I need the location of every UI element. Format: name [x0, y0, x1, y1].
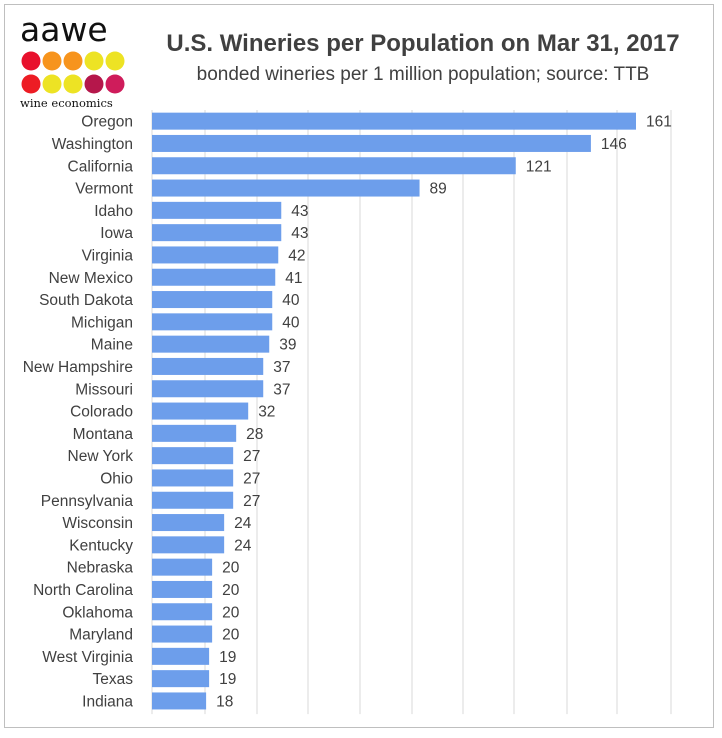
- data-label: 20: [222, 582, 240, 599]
- logo-dot: [105, 74, 125, 94]
- bar: [152, 670, 210, 688]
- bar: [152, 625, 213, 643]
- bar: [152, 536, 225, 554]
- bar: [152, 201, 282, 219]
- category-label: Kentucky: [69, 537, 133, 554]
- bar: [152, 447, 234, 465]
- bar: [152, 268, 276, 286]
- data-label: 41: [285, 270, 302, 287]
- category-label: Oklahoma: [62, 604, 133, 621]
- category-label: Washington: [52, 136, 133, 153]
- bar: [152, 647, 210, 665]
- data-label: 121: [526, 158, 552, 175]
- category-label: North Carolina: [33, 582, 133, 599]
- data-label: 27: [243, 493, 260, 510]
- data-label: 37: [273, 381, 290, 398]
- category-label: Maryland: [69, 627, 133, 644]
- category-label: Ohio: [100, 470, 133, 487]
- data-label: 40: [282, 314, 300, 331]
- data-label: 42: [288, 247, 305, 264]
- aawe-logo: aawe wine economics: [18, 12, 130, 112]
- data-label: 20: [222, 560, 240, 577]
- bar: [152, 134, 591, 152]
- bar: [152, 424, 237, 442]
- data-label: 43: [291, 203, 308, 220]
- data-label: 146: [601, 136, 627, 153]
- data-label: 19: [219, 671, 236, 688]
- data-label: 43: [291, 225, 308, 242]
- logo-dot: [63, 51, 83, 71]
- category-label: Virginia: [82, 247, 134, 264]
- bar: [152, 357, 264, 375]
- category-label: South Dakota: [39, 292, 133, 309]
- logo-dot: [63, 74, 83, 94]
- category-label: Colorado: [70, 404, 133, 421]
- bar: [152, 157, 516, 175]
- category-label: Pennsylvania: [41, 493, 134, 510]
- logo-dot: [21, 51, 41, 71]
- bar: [152, 603, 213, 621]
- category-label: Vermont: [75, 181, 133, 198]
- logo-dot: [84, 74, 104, 94]
- chart-subtitle: bonded wineries per 1 million population…: [196, 64, 650, 85]
- bar: [152, 112, 636, 130]
- logo-dot: [84, 51, 104, 71]
- data-label: 18: [216, 693, 233, 710]
- bar: [152, 469, 234, 487]
- category-label: California: [68, 158, 134, 175]
- category-label: Indiana: [82, 693, 133, 710]
- logo-dot: [42, 51, 62, 71]
- logo-tagline: wine economics: [20, 96, 113, 110]
- bar: [152, 491, 234, 509]
- data-label: 89: [430, 181, 447, 198]
- logo-dot: [42, 74, 62, 94]
- bar: [152, 380, 264, 398]
- category-label: Missouri: [75, 381, 133, 398]
- category-label: West Virginia: [42, 649, 133, 666]
- category-label: New Mexico: [49, 270, 133, 287]
- data-label: 19: [219, 649, 236, 666]
- logo-dot: [105, 51, 125, 71]
- data-label: 32: [258, 404, 275, 421]
- data-label: 20: [222, 604, 240, 621]
- category-label: Idaho: [94, 203, 133, 220]
- data-label: 37: [273, 359, 290, 376]
- category-label: Iowa: [100, 225, 133, 242]
- bar: [152, 335, 270, 353]
- bar: [152, 246, 279, 264]
- category-label: New York: [68, 448, 134, 465]
- bar: [152, 692, 207, 710]
- bar: [152, 313, 273, 331]
- data-label: 161: [646, 114, 672, 131]
- data-label: 24: [234, 515, 252, 532]
- category-label: Oregon: [81, 114, 133, 131]
- category-label: New Hampshire: [23, 359, 133, 376]
- bar: [152, 580, 213, 598]
- logo-dot: [21, 74, 41, 94]
- category-label: Maine: [91, 337, 133, 354]
- bar: [152, 402, 249, 420]
- data-label: 27: [243, 448, 260, 465]
- data-label: 28: [246, 426, 263, 443]
- category-label: Montana: [73, 426, 134, 443]
- logo-wordmark: aawe: [20, 10, 108, 49]
- bar: [152, 514, 225, 532]
- bar: [152, 558, 213, 576]
- category-label: Nebraska: [67, 560, 134, 577]
- bar: [152, 179, 420, 197]
- data-label: 20: [222, 627, 240, 644]
- logo-dots-icon: [21, 51, 125, 94]
- category-label: Wisconsin: [62, 515, 133, 532]
- data-label: 39: [279, 337, 296, 354]
- bar: [152, 224, 282, 242]
- category-label: Michigan: [71, 314, 133, 331]
- bar: [152, 291, 273, 309]
- data-label: 27: [243, 470, 260, 487]
- category-label: Texas: [93, 671, 134, 688]
- data-label: 24: [234, 537, 252, 554]
- data-label: 40: [282, 292, 300, 309]
- chart-title: U.S. Wineries per Population on Mar 31, …: [166, 30, 680, 57]
